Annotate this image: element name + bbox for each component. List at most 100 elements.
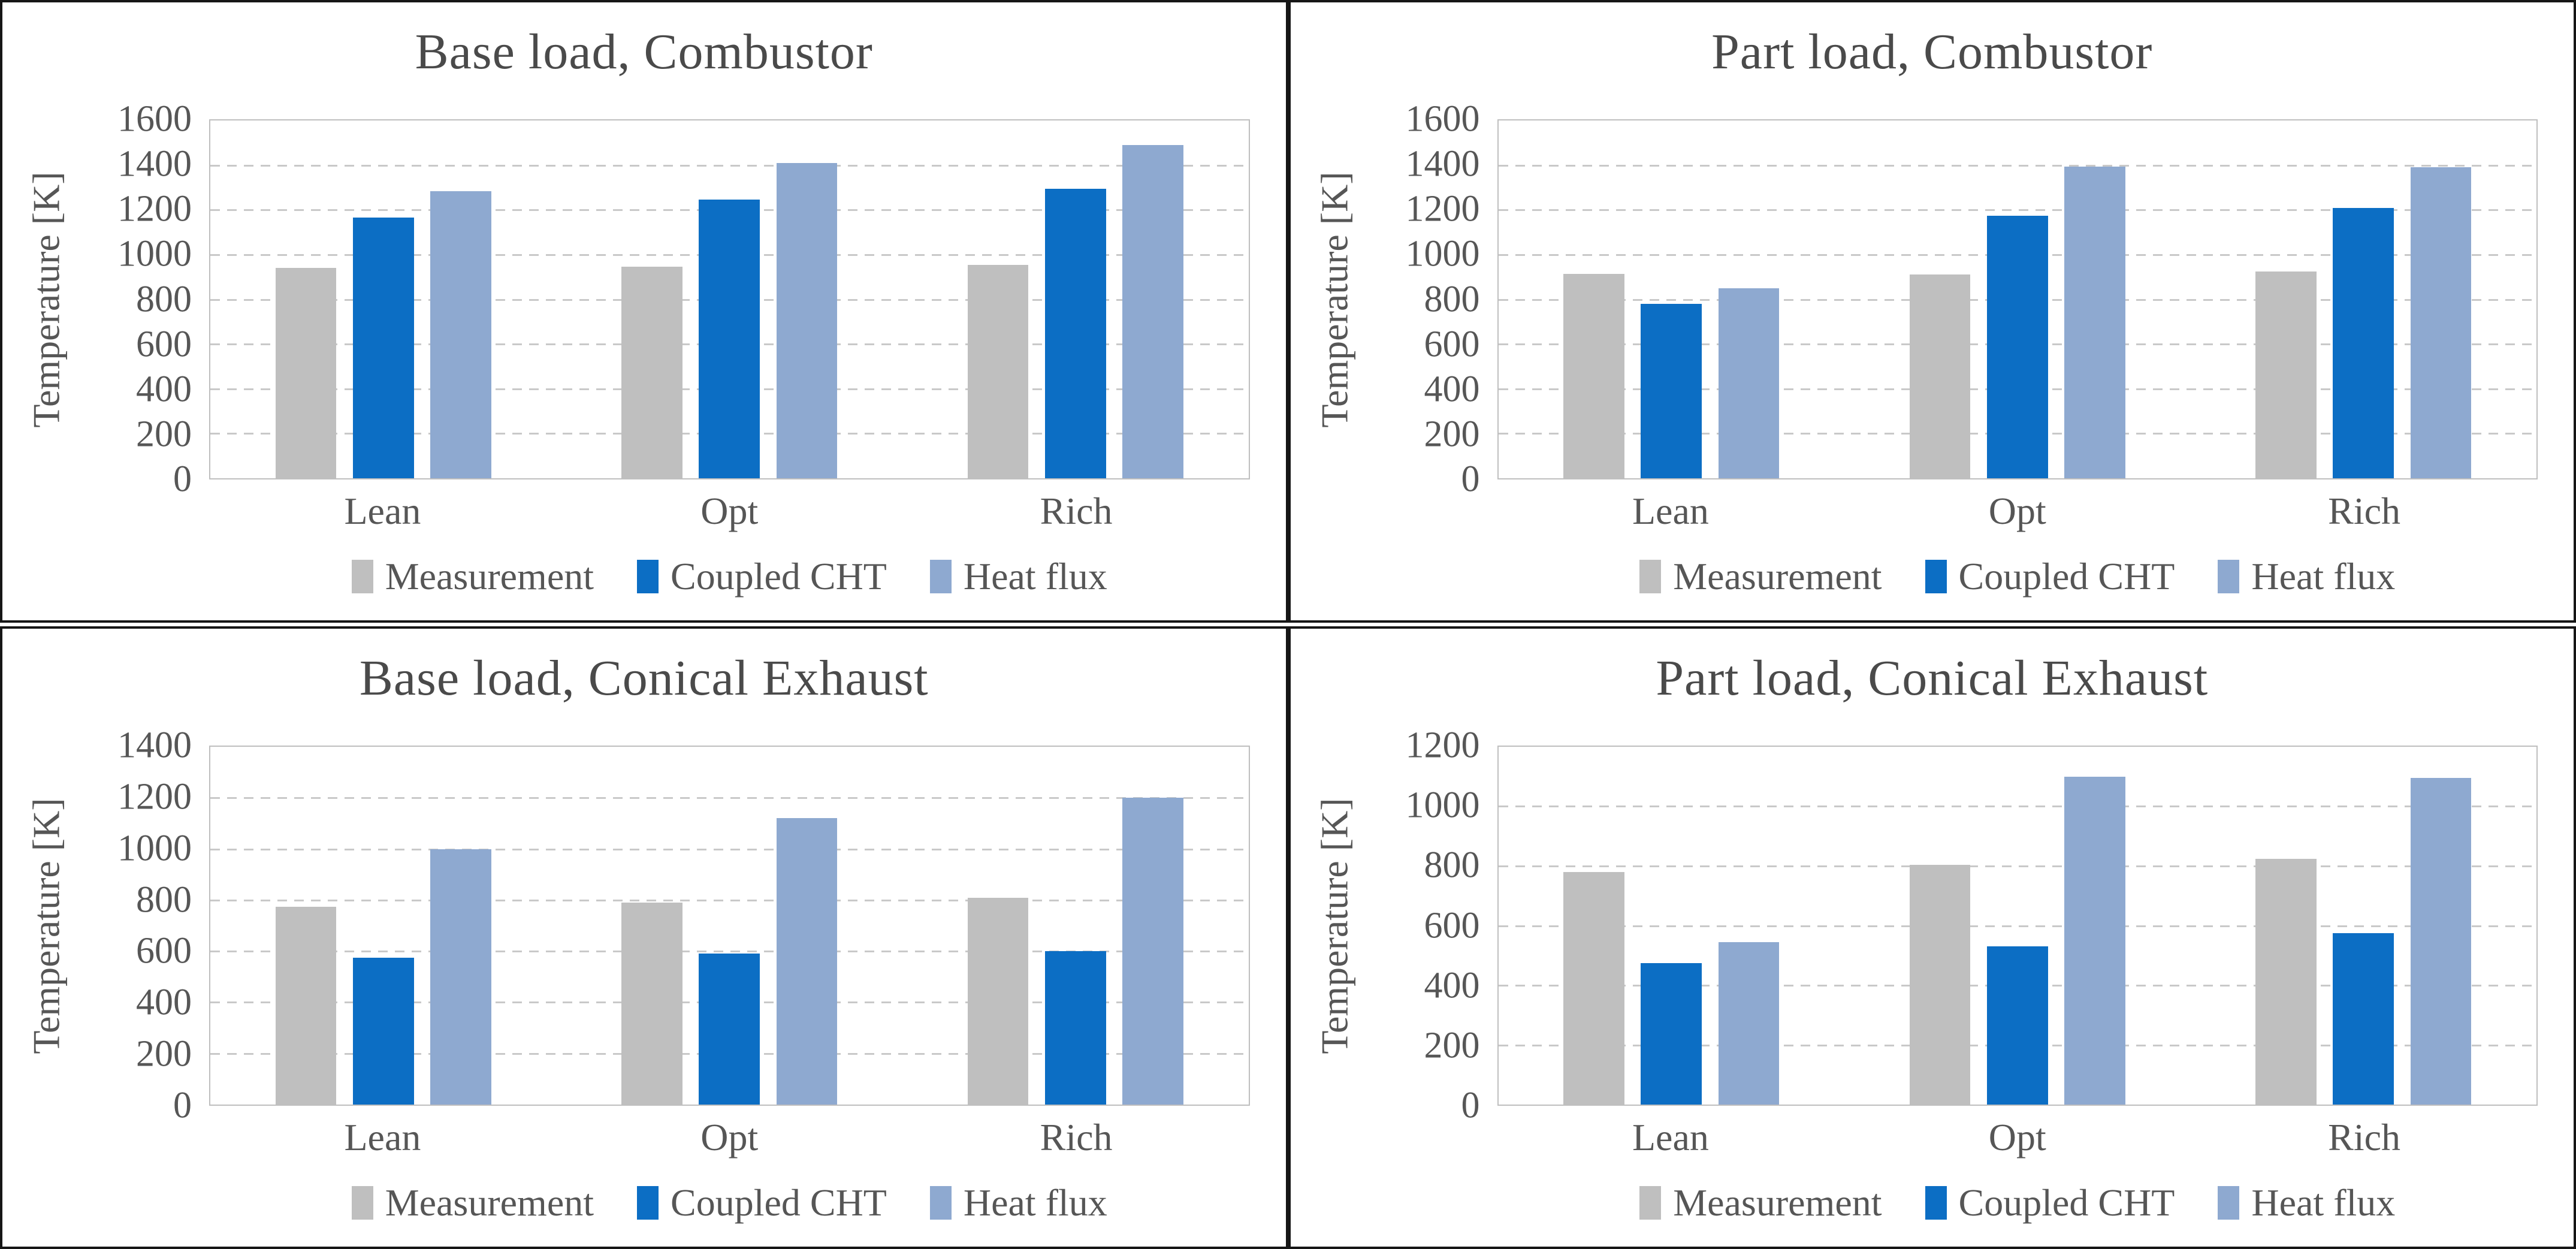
x-category-label: Rich	[1040, 490, 1113, 532]
legend: Measurement Coupled CHT Heat flux	[1497, 1178, 2538, 1228]
x-category-label: Opt	[700, 490, 759, 532]
y-tick-label: 200	[136, 414, 192, 455]
y-axis-ticks: 1600 1400 1200 1000 800 600 400 200 0	[1345, 99, 1488, 500]
x-axis-labels: Lean Opt Rich	[209, 1115, 1250, 1160]
y-tick-label: 1600	[117, 98, 192, 140]
legend-swatch	[637, 560, 659, 593]
y-tick-label: 1400	[117, 725, 192, 766]
plot-area	[209, 746, 1250, 1106]
y-tick-label: 200	[1424, 1025, 1480, 1066]
bar-heat-flux	[1718, 942, 1780, 1105]
bar-heat-flux	[430, 849, 491, 1105]
y-tick-label: 1200	[1405, 725, 1480, 766]
y-tick-label: 600	[136, 930, 192, 972]
bar-coupled-cht	[1044, 188, 1106, 478]
legend-swatch	[351, 560, 373, 593]
y-tick-label: 400	[1424, 965, 1480, 1006]
x-category-label: Lean	[344, 490, 421, 532]
y-tick-label: 0	[1461, 458, 1480, 500]
x-category-label: Rich	[2328, 490, 2400, 532]
y-tick-label: 800	[136, 879, 192, 921]
legend-item: Measurement	[1639, 554, 1882, 599]
legend-swatch	[1639, 1186, 1662, 1220]
x-category-label: Rich	[2328, 1116, 2400, 1159]
legend-label: Heat flux	[2251, 555, 2396, 598]
chart-title: Part load, Combustor	[1711, 24, 2153, 80]
y-tick-label: 600	[1424, 324, 1480, 365]
bar-group-opt	[1844, 120, 2190, 478]
x-category-label: Rich	[1040, 1116, 1113, 1159]
bar-coupled-cht	[2333, 933, 2394, 1105]
panel-part-load-conical-exhaust: Part load, Conical Exhaust Temperature […	[1285, 629, 2574, 1247]
chart-title: Base load, Combustor	[415, 24, 873, 80]
legend-label: Heat flux	[963, 555, 1107, 598]
bar-group-rich	[902, 120, 1248, 478]
bar-group-opt	[556, 747, 902, 1105]
y-tick-label: 0	[173, 1085, 192, 1126]
gridline	[1498, 925, 2536, 927]
legend-item: Coupled CHT	[637, 554, 887, 599]
legend-label: Heat flux	[963, 1181, 1107, 1224]
legend-label: Coupled CHT	[1958, 1181, 2175, 1224]
bar-measurement	[621, 903, 682, 1105]
bar-group-rich	[2190, 120, 2536, 478]
plot-area	[1497, 746, 2538, 1106]
x-axis-labels: Lean Opt Rich	[1497, 1115, 2538, 1160]
y-tick-label: 1200	[117, 188, 192, 230]
legend: Measurement Coupled CHT Heat flux	[1497, 551, 2538, 602]
bar-measurement	[275, 268, 337, 478]
legend-item: Measurement	[1639, 1181, 1882, 1225]
legend-swatch	[2218, 1186, 2240, 1220]
gridline	[1498, 865, 2536, 867]
y-tick-label: 0	[173, 458, 192, 500]
bar-measurement	[2255, 271, 2317, 478]
gridline	[210, 899, 1249, 901]
legend-item: Coupled CHT	[1925, 1181, 2175, 1225]
y-tick-label: 1000	[117, 233, 192, 274]
bar-group-opt	[1844, 747, 2190, 1105]
x-category-label: Lean	[1632, 1116, 1709, 1159]
bar-heat-flux	[2064, 776, 2125, 1105]
y-tick-label: 200	[136, 1033, 192, 1075]
y-tick-label: 1400	[117, 143, 192, 185]
figure-row-bottom: Base load, Conical Exhaust Temperature […	[0, 626, 2576, 1249]
y-tick-label: 1200	[117, 776, 192, 817]
bar-coupled-cht	[699, 200, 760, 478]
y-tick-label: 400	[1424, 369, 1480, 410]
legend-label: Heat flux	[2251, 1181, 2396, 1224]
bar-heat-flux	[776, 818, 838, 1105]
y-tick-label: 1200	[1405, 188, 1480, 230]
bar-coupled-cht	[1641, 303, 1702, 478]
y-tick-label: 800	[1424, 844, 1480, 886]
y-tick-label: 1600	[1405, 98, 1480, 140]
bar-measurement	[967, 264, 1029, 478]
bar-heat-flux	[1122, 798, 1183, 1105]
y-tick-label: 200	[1424, 414, 1480, 455]
legend: Measurement Coupled CHT Heat flux	[209, 1178, 1250, 1228]
panel-part-load-combustor: Part load, Combustor Temperature [K] 160…	[1285, 2, 2574, 620]
x-category-label: Opt	[1988, 490, 2046, 532]
y-tick-label: 400	[136, 982, 192, 1023]
bar-measurement	[967, 897, 1029, 1105]
y-tick-label: 400	[136, 369, 192, 410]
y-tick-label: 800	[1424, 279, 1480, 319]
x-category-label: Opt	[700, 1116, 759, 1159]
bar-group-rich	[902, 747, 1248, 1105]
legend-swatch	[1639, 560, 1662, 593]
gridline	[1498, 164, 2536, 167]
bar-group-opt	[556, 120, 902, 478]
x-axis-labels: Lean Opt Rich	[1497, 489, 2538, 533]
gridline	[210, 797, 1249, 800]
legend-swatch	[929, 560, 952, 593]
bar-measurement	[275, 906, 337, 1105]
y-tick-label: 800	[136, 279, 192, 319]
legend-label: Measurement	[1673, 1181, 1882, 1224]
bar-heat-flux	[430, 191, 491, 478]
legend-label: Coupled CHT	[1958, 555, 2175, 598]
bar-measurement	[1563, 273, 1624, 478]
bar-coupled-cht	[1641, 963, 1702, 1105]
legend-swatch	[637, 1186, 659, 1220]
bar-coupled-cht	[1986, 946, 2048, 1105]
bar-measurement	[1909, 864, 1971, 1105]
